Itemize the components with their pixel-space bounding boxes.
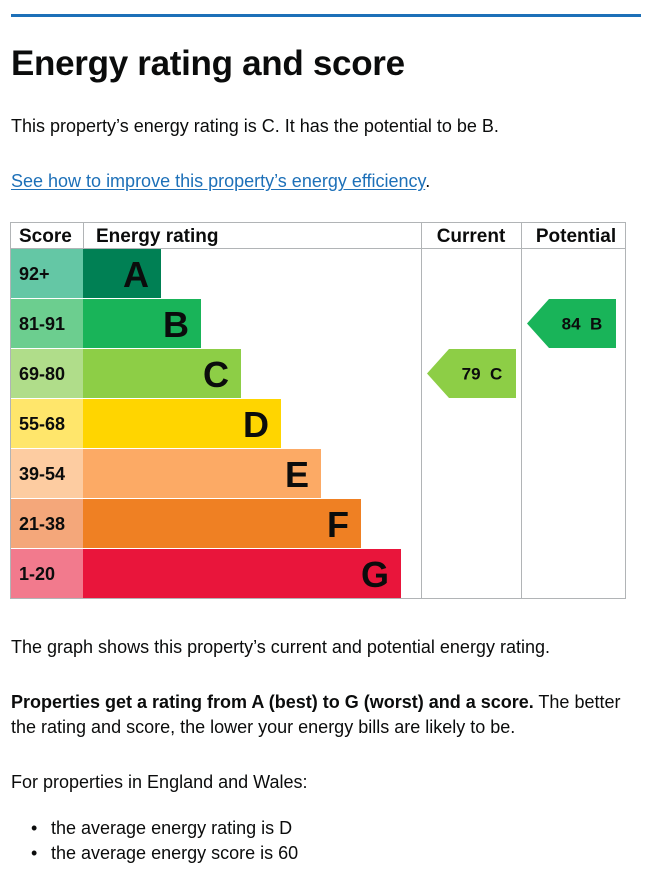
band-bar (83, 449, 321, 498)
ratings-explanation-rest: The better the rating and score, the low… (11, 692, 621, 737)
ratings-explanation: Properties get a rating from A (best) to… (11, 690, 631, 740)
band-score-label: 55-68 (19, 414, 65, 434)
rating-summary: This property’s energy rating is C. It h… (11, 116, 499, 136)
header-energy-rating: Energy rating (96, 226, 218, 247)
energy-rating-graph: Score Energy rating Current Potential 92… (10, 222, 626, 599)
list-item: the average energy rating is D (11, 816, 298, 841)
header-potential: Potential (536, 226, 616, 247)
band-score-label: 69-80 (19, 364, 65, 384)
improve-energy-link[interactable]: See how to improve this property’s energ… (11, 171, 426, 191)
band-score-cell (11, 249, 83, 298)
top-rule (11, 14, 641, 17)
band-row-b: 81-91 B (11, 299, 201, 348)
band-row-g: 1-20 G (11, 549, 401, 598)
region-intro: For properties in England and Wales: (11, 772, 308, 792)
band-letter: C (203, 354, 229, 395)
band-bar (83, 499, 361, 548)
current-rating-arrow: 79 C (427, 349, 516, 398)
current-rating-arrow-label: 79 C (462, 365, 503, 384)
band-bar (83, 549, 401, 598)
band-row-f: 21-38 F (11, 499, 361, 548)
graph-explanation: The graph shows this property’s current … (11, 637, 550, 657)
band-bar (83, 249, 161, 298)
band-letter: D (243, 404, 269, 445)
band-score-label: 21-38 (19, 514, 65, 534)
band-letter: G (361, 554, 389, 595)
rating-arrows: 79 C 84 B (427, 299, 616, 398)
band-score-label: 39-54 (19, 464, 65, 484)
band-score-cell (11, 499, 83, 548)
band-score-cell (11, 449, 83, 498)
band-score-label: 1-20 (19, 564, 55, 584)
epc-chart-svg: Score Energy rating Current Potential 92… (10, 222, 626, 599)
averages-list: the average energy rating is D the avera… (11, 816, 298, 866)
potential-rating-arrow-shape (527, 299, 616, 348)
band-score-label: 81-91 (19, 314, 65, 334)
header-score: Score (19, 226, 72, 247)
page-title: Energy rating and score (11, 44, 405, 83)
potential-rating-arrow: 84 B (527, 299, 616, 348)
list-item: the average energy score is 60 (11, 841, 298, 866)
band-letter: E (285, 454, 309, 495)
band-score-cell (11, 399, 83, 448)
band-score-cell (11, 349, 83, 398)
band-score-cell (11, 549, 83, 598)
band-row-d: 55-68 D (11, 399, 281, 448)
band-letter: F (327, 504, 349, 545)
band-letter: A (123, 254, 149, 295)
link-suffix: . (425, 171, 431, 191)
band-bar (83, 349, 241, 398)
rating-bands: 92+ A 81-91 B 69-80 C 55-68 D 39-54 E 21-38 F 1-20 G (11, 249, 401, 598)
band-letter: B (163, 304, 189, 345)
ratings-explanation-bold: Properties get a rating from A (best) to… (11, 692, 534, 712)
header-current: Current (437, 226, 506, 247)
band-score-cell (11, 299, 83, 348)
band-score-label: 92+ (19, 264, 50, 284)
current-rating-arrow-shape (427, 349, 516, 398)
potential-rating-arrow-label: 84 B (562, 315, 603, 334)
band-row-a: 92+ A (11, 249, 161, 298)
band-row-c: 69-80 C (11, 349, 241, 398)
band-bar (83, 299, 201, 348)
improve-paragraph: See how to improve this property’s energ… (11, 169, 430, 194)
band-bar (83, 399, 281, 448)
band-row-e: 39-54 E (11, 449, 321, 498)
